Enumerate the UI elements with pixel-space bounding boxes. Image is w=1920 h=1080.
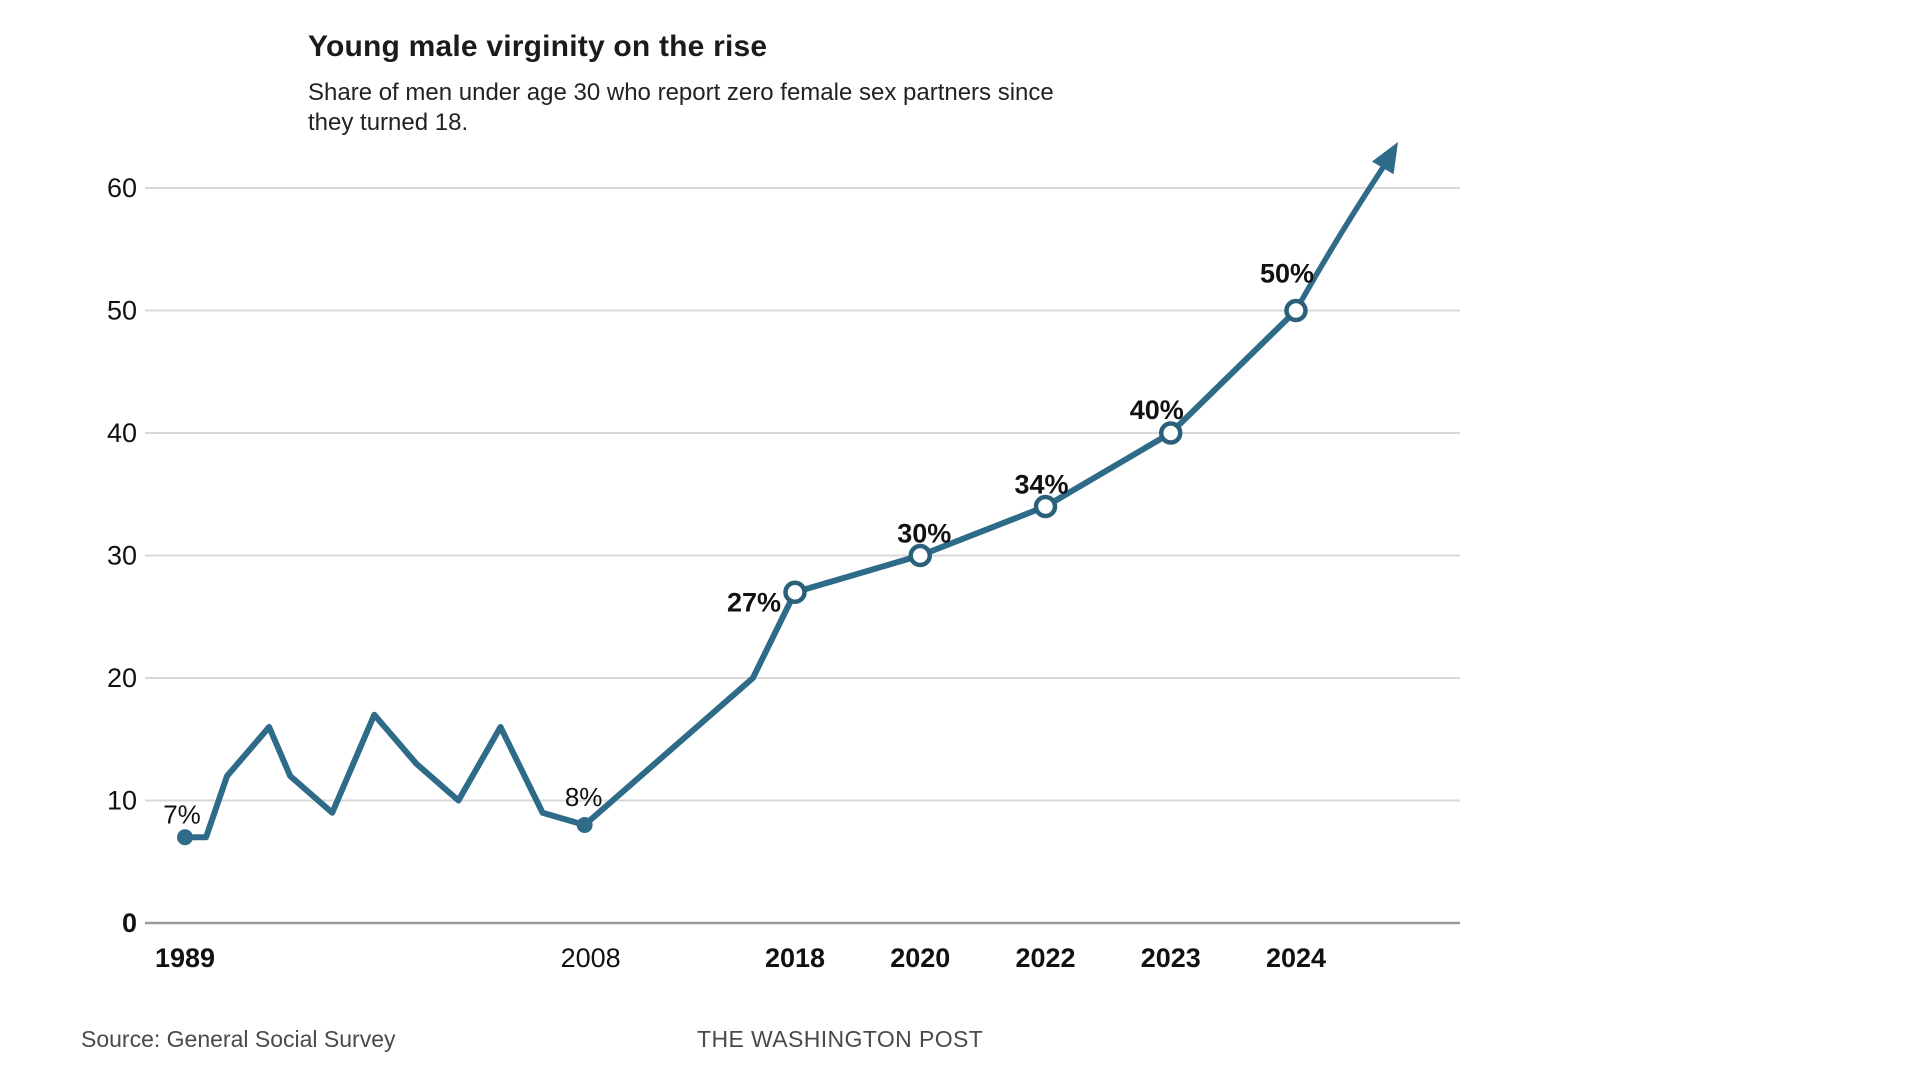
data-point-filled	[576, 817, 593, 833]
x-tick-label: 2023	[1141, 943, 1201, 973]
data-point-label: 34%	[1014, 470, 1068, 500]
chart-subtitle-line2: they turned 18.	[308, 109, 469, 136]
trend-arrow-shaft	[1293, 165, 1386, 314]
data-point-label: 8%	[565, 782, 603, 812]
chart-subtitle-line1: Share of men under age 30 who report zer…	[308, 79, 1054, 106]
y-tick-label: 60	[107, 173, 137, 203]
x-tick-label: 2008	[561, 943, 621, 973]
y-tick-label: 0	[122, 908, 137, 938]
source-note: Source: General Social Survey	[81, 1026, 396, 1052]
chart-title: Young male virginity on the rise	[308, 30, 768, 63]
data-point-open	[783, 580, 807, 604]
y-tick-label: 10	[107, 786, 137, 816]
data-point-open	[1158, 421, 1183, 445]
data-point-filled	[177, 829, 193, 846]
trend-arrow-head	[1372, 142, 1398, 175]
series-line	[182, 307, 1299, 841]
y-tick-label: 20	[107, 663, 137, 693]
x-tick-label: 2024	[1266, 943, 1326, 973]
data-point-label: 50%	[1260, 259, 1314, 289]
x-tick-label: 2020	[890, 943, 950, 973]
data-point-open	[908, 543, 932, 568]
x-tick-label: 2022	[1015, 943, 1075, 973]
y-tick-label: 30	[107, 541, 137, 571]
x-tick-label: 1989	[155, 943, 215, 973]
x-tick-label: 2018	[765, 943, 825, 973]
data-point-label: 7%	[163, 799, 201, 829]
data-point-label: 27%	[727, 587, 781, 617]
y-tick-label: 40	[107, 418, 137, 448]
data-point-open	[1284, 298, 1308, 323]
attribution: THE WASHINGTON POST	[697, 1026, 984, 1052]
data-point-open	[1033, 494, 1058, 519]
data-point-label: 40%	[1130, 395, 1184, 425]
chart-subtitle: Share of men under age 30 who report zer…	[308, 78, 1054, 138]
data-point-label: 30%	[897, 519, 951, 549]
y-tick-label: 50	[107, 296, 137, 326]
